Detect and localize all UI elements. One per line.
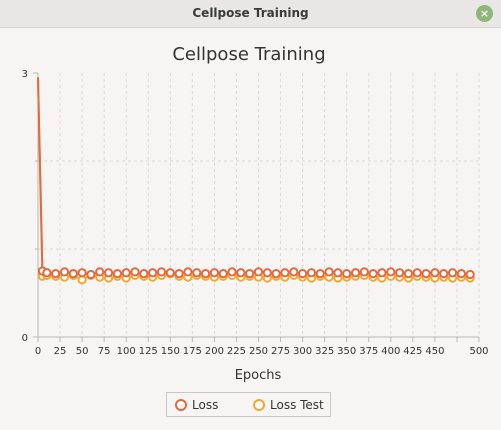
data-point-loss <box>456 269 466 279</box>
x-tick-label: 200 <box>205 346 224 357</box>
data-point-loss <box>121 268 131 278</box>
legend-marker-loss <box>175 399 187 411</box>
data-point-loss <box>465 269 475 280</box>
data-point-loss <box>439 269 449 279</box>
x-tick-label: 250 <box>249 346 268 357</box>
data-point-loss <box>77 268 87 278</box>
legend-item-loss: Loss <box>175 397 218 413</box>
data-point-loss <box>421 269 431 279</box>
x-tick-label: 175 <box>183 346 202 357</box>
x-tick-label: 275 <box>271 346 290 357</box>
data-point-loss <box>139 269 149 279</box>
data-point-loss <box>333 268 343 278</box>
x-tick-label: 425 <box>403 346 422 357</box>
x-tick-label: 350 <box>337 346 356 357</box>
data-point-loss <box>298 269 308 279</box>
data-point-loss <box>324 267 334 277</box>
data-point-loss <box>174 269 184 279</box>
window-title: Cellpose Training <box>192 6 309 20</box>
data-point-loss <box>86 269 96 280</box>
data-point-loss <box>59 267 70 277</box>
data-point-loss <box>165 268 175 278</box>
data-point-loss <box>183 267 193 277</box>
x-tick-label: 25 <box>54 346 67 357</box>
legend-label-loss-test: Loss Test <box>270 398 324 412</box>
data-point-loss <box>395 268 405 278</box>
x-tick-label: 150 <box>161 346 180 357</box>
x-tick-label: 500 <box>469 346 488 357</box>
data-point-loss <box>227 267 237 277</box>
data-point-loss <box>68 269 78 279</box>
data-point-loss <box>280 268 290 278</box>
y-tick-label: 0 <box>22 333 28 344</box>
legend-item-loss-test: Loss Test <box>253 397 324 413</box>
data-point-loss <box>386 267 396 277</box>
window-titlebar: Cellpose Training × <box>0 0 501 28</box>
legend-label-loss: Loss <box>192 398 219 412</box>
data-point-loss <box>200 269 211 279</box>
data-point-loss <box>315 269 325 279</box>
x-tick-label: 375 <box>359 346 378 357</box>
training-chart: Cellpose Training Epochs 0 3 0 25 50 75 100 125… <box>22 44 489 383</box>
close-icon[interactable]: × <box>476 5 493 22</box>
x-tick-label: 100 <box>117 346 136 357</box>
data-point-loss <box>412 268 422 278</box>
chart-title: Cellpose Training <box>172 44 325 65</box>
data-point-loss <box>377 268 387 278</box>
series-line-loss <box>37 77 471 276</box>
data-point-loss <box>42 268 52 278</box>
data-point-loss <box>218 269 228 279</box>
data-point-loss <box>130 267 140 277</box>
y-tick-label: 3 <box>22 69 28 80</box>
data-point-loss <box>51 269 61 279</box>
data-point-loss <box>192 268 202 278</box>
x-tick-label: 50 <box>76 346 89 357</box>
x-tick-label: 75 <box>98 346 111 357</box>
x-tick-label: 325 <box>315 346 334 357</box>
data-point-loss <box>447 268 458 278</box>
data-point-loss <box>253 267 264 277</box>
x-tick-label: 450 <box>425 346 444 357</box>
chart-legend: Loss Loss Test <box>166 392 331 417</box>
data-point-loss <box>368 269 378 279</box>
data-point-loss <box>350 268 361 278</box>
x-tick-label: 125 <box>139 346 158 357</box>
data-point-loss <box>271 269 281 279</box>
data-point-loss <box>342 269 352 279</box>
data-point-loss <box>289 267 299 277</box>
data-point-loss <box>209 268 219 278</box>
x-axis-label: Epochs <box>235 368 282 383</box>
data-point-loss <box>112 269 122 279</box>
data-point-loss <box>306 268 317 278</box>
x-tick-label: 400 <box>381 346 400 357</box>
x-tick-label: 300 <box>293 346 312 357</box>
data-point-loss <box>236 268 246 278</box>
x-tick-label: 225 <box>227 346 246 357</box>
data-point-loss <box>95 267 105 277</box>
data-point-loss <box>430 268 440 278</box>
data-point-loss <box>103 268 114 278</box>
data-point-loss <box>245 269 255 279</box>
x-tick-label: 0 <box>35 346 41 357</box>
legend-marker-loss-test <box>253 399 265 411</box>
data-point-loss <box>148 268 158 278</box>
data-point-loss <box>262 268 272 278</box>
data-point-loss <box>359 267 369 277</box>
data-point-loss <box>156 267 167 277</box>
data-point-loss <box>403 269 414 279</box>
